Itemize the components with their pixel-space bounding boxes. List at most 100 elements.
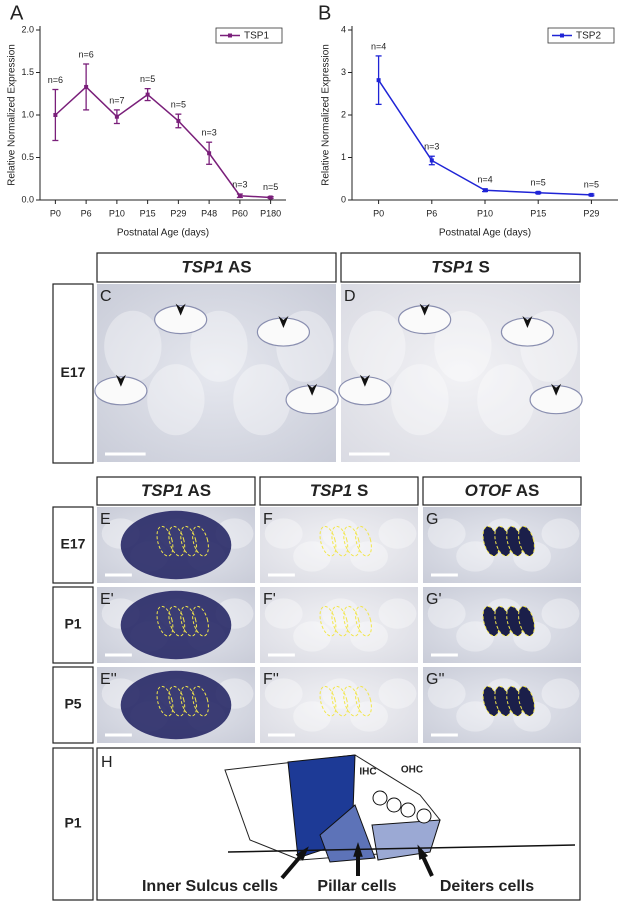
baseline — [227, 844, 576, 853]
cell-label: Deiters cells — [440, 878, 534, 895]
tissue — [427, 518, 466, 549]
row-label-box — [52, 586, 94, 664]
point — [53, 113, 58, 117]
micrograph — [260, 587, 418, 663]
cavity — [500, 317, 555, 347]
y-tick-label: 2 — [341, 109, 346, 119]
y-tick-label: 2.0 — [21, 24, 34, 34]
n-label: n=6 — [78, 49, 93, 59]
tissue — [378, 518, 417, 549]
tissue — [434, 310, 492, 382]
cell-label: Inner Sulcus cells — [142, 878, 278, 895]
tissue — [264, 518, 303, 549]
probe-name: S — [357, 481, 368, 500]
column-header — [96, 252, 337, 283]
cavity — [154, 305, 208, 335]
point — [114, 114, 119, 119]
point — [237, 193, 242, 198]
y-tick-label: 0 — [341, 194, 346, 204]
arrowhead — [115, 374, 126, 387]
probe-name: AS — [188, 481, 212, 500]
cell-outline — [319, 605, 337, 637]
arrowhead — [359, 374, 370, 387]
tissue — [293, 541, 332, 572]
cavity — [338, 376, 392, 406]
panel-letter: H — [101, 754, 113, 771]
row-label: E17 — [61, 364, 86, 380]
n-label: n=7 — [109, 95, 124, 105]
legend-label: TSP1 — [244, 31, 269, 42]
gene-name: TSP1 — [310, 481, 353, 500]
micrograph — [260, 667, 418, 743]
legend-box — [215, 27, 283, 44]
panel-letter: B — [318, 2, 331, 24]
n-label: n=4 — [477, 174, 492, 184]
probe-name: AS — [228, 258, 252, 277]
tissue — [391, 364, 449, 436]
cell-outline — [192, 685, 209, 717]
ohc-label: OHC — [401, 765, 423, 776]
pillar — [319, 804, 376, 863]
tissue — [456, 541, 495, 572]
n-label: n=3 — [201, 128, 216, 138]
y-axis-title: Relative Normalized Expression — [7, 44, 18, 186]
x-axis-title: Postnatal Age (days) — [117, 228, 209, 239]
tissue — [348, 310, 406, 382]
tissue — [293, 701, 332, 732]
cell-outline — [192, 525, 209, 557]
x-tick-label: P180 — [260, 208, 281, 218]
y-tick-label: 1.0 — [21, 109, 34, 119]
row-label: E17 — [61, 536, 86, 552]
cavity — [285, 385, 339, 415]
x-tick-label: P6 — [81, 208, 92, 218]
panel-letter: E'' — [100, 671, 117, 688]
x-tick-label: P6 — [426, 208, 437, 218]
y-tick-label: 1.5 — [21, 67, 34, 77]
tissue — [264, 598, 303, 629]
panel-letter: E' — [100, 591, 114, 608]
tissue — [456, 621, 495, 652]
arrowhead — [175, 303, 186, 316]
n-label: n=5 — [263, 182, 278, 192]
cell-outline — [331, 685, 349, 717]
tissue — [321, 678, 360, 709]
point — [176, 118, 181, 123]
panel-letter: A — [10, 2, 24, 24]
n-label: n=5 — [171, 100, 186, 110]
y-tick-label: 0.0 — [21, 194, 34, 204]
tissue — [264, 678, 303, 709]
arrowhead — [278, 316, 289, 329]
tissue — [350, 621, 388, 652]
tissue — [233, 364, 291, 436]
column-header — [340, 252, 581, 283]
x-tick-label: P10 — [477, 208, 493, 218]
panel-letter: G' — [426, 591, 442, 608]
panel-letter: C — [100, 288, 112, 305]
x-tick-label: P10 — [109, 208, 125, 218]
cell-outline — [156, 525, 174, 557]
panel-letter: D — [344, 288, 356, 305]
micrograph — [260, 507, 418, 583]
cell-outline — [331, 525, 349, 557]
point — [376, 78, 381, 83]
cell-outline — [319, 685, 337, 717]
row-label-box — [52, 666, 94, 744]
gene-name: TSP1 — [141, 481, 184, 500]
x-tick-label: P60 — [232, 208, 248, 218]
y-tick-label: 4 — [341, 24, 346, 34]
n-label: n=6 — [48, 75, 63, 85]
cavity — [256, 317, 311, 347]
n-label: n=5 — [140, 74, 155, 84]
tissue — [350, 701, 388, 732]
hair-cell — [372, 790, 388, 806]
cell-outline — [180, 525, 198, 557]
point — [207, 151, 212, 156]
cell-outline — [343, 685, 361, 717]
tissue — [293, 621, 332, 652]
arrowhead — [522, 316, 533, 329]
cell-outline — [355, 525, 372, 557]
cell-outline — [518, 605, 535, 637]
ihc-label: IHC — [359, 767, 376, 778]
column-header — [96, 476, 256, 506]
panel-letter: G'' — [426, 671, 445, 688]
